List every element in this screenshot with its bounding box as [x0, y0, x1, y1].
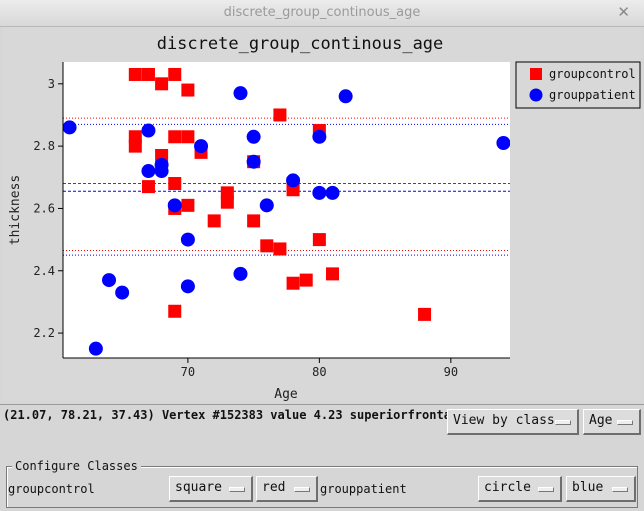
plot-area: discrete_group_continous_age 70 80 90 2.2 2.…	[3, 27, 641, 402]
point-groupcontrol-5[interactable]	[273, 108, 287, 122]
configure-classes-title: Configure Classes	[12, 459, 141, 473]
y-tick-label-3: 3	[48, 77, 55, 91]
view-by-class-label: View by class	[453, 413, 555, 428]
point-groupcontrol-3[interactable]	[155, 77, 169, 91]
point-grouppatient-5[interactable]	[194, 139, 209, 154]
point-grouppatient-12[interactable]	[286, 173, 301, 188]
point-grouppatient-19[interactable]	[115, 285, 130, 300]
data-marks	[63, 67, 510, 356]
legend-label-grouppatient: grouppatient	[549, 88, 636, 102]
point-groupcontrol-20[interactable]	[181, 198, 195, 212]
x-axis-label: Age	[274, 387, 298, 401]
point-groupcontrol-0[interactable]	[128, 67, 142, 81]
x-tick-label-90: 90	[444, 365, 458, 379]
point-grouppatient-3[interactable]	[338, 89, 353, 104]
point-groupcontrol-24[interactable]	[312, 233, 326, 247]
plot-background	[63, 62, 510, 358]
variable-menu[interactable]: Age	[583, 409, 641, 435]
menu-indicator-icon	[617, 420, 633, 425]
point-grouppatient-11[interactable]	[246, 154, 261, 169]
point-groupcontrol-27[interactable]	[326, 267, 340, 281]
groupcontrol-marker-value: square	[175, 480, 222, 495]
point-groupcontrol-25[interactable]	[260, 239, 274, 253]
point-grouppatient-21[interactable]	[180, 279, 195, 294]
variable-label: Age	[589, 413, 613, 428]
class-name-grouppatient: grouppatient	[320, 482, 407, 496]
point-groupcontrol-14[interactable]	[168, 177, 182, 191]
grouppatient-color-value: blue	[572, 480, 604, 495]
groupcontrol-marker-menu[interactable]: square	[169, 476, 253, 502]
menu-indicator-icon	[538, 487, 554, 492]
menu-indicator-icon	[612, 487, 628, 492]
point-grouppatient-18[interactable]	[102, 273, 117, 288]
point-groupcontrol-7[interactable]	[168, 130, 182, 144]
point-groupcontrol-29[interactable]	[299, 273, 313, 287]
point-groupcontrol-22[interactable]	[207, 214, 221, 228]
point-grouppatient-9[interactable]	[141, 164, 156, 179]
point-grouppatient-7[interactable]	[312, 129, 327, 144]
point-grouppatient-20[interactable]	[233, 266, 248, 281]
reference-lines	[63, 117, 510, 256]
class-name-groupcontrol: groupcontrol	[8, 482, 95, 496]
point-groupcontrol-2[interactable]	[168, 67, 182, 81]
legend-circle-icon	[529, 88, 543, 102]
groupcontrol-color-value: red	[262, 480, 286, 495]
point-groupcontrol-4[interactable]	[181, 83, 195, 97]
point-grouppatient-14[interactable]	[325, 185, 340, 200]
separator	[0, 404, 644, 405]
point-grouppatient-0[interactable]	[63, 120, 77, 135]
point-groupcontrol-26[interactable]	[273, 242, 287, 256]
point-groupcontrol-31[interactable]	[418, 307, 432, 321]
point-groupcontrol-1[interactable]	[141, 67, 155, 81]
point-grouppatient-10[interactable]	[154, 164, 169, 179]
configure-classes-frame	[6, 466, 638, 508]
y-axis-label: thickness	[8, 175, 23, 245]
close-icon[interactable]: ✕	[617, 3, 630, 21]
point-groupcontrol-9[interactable]	[128, 139, 142, 153]
legend-square-icon	[530, 68, 542, 80]
y-tick-label-2.2: 2.2	[33, 326, 55, 340]
point-grouppatient-16[interactable]	[259, 198, 274, 213]
menu-indicator-icon	[229, 487, 245, 492]
legend: groupcontrol grouppatient	[515, 61, 641, 109]
point-groupcontrol-23[interactable]	[247, 214, 261, 228]
title-bar: discrete_group_continous_age ✕	[0, 0, 644, 27]
grouppatient-color-menu[interactable]: blue	[566, 476, 636, 502]
point-grouppatient-2[interactable]	[233, 86, 248, 101]
x-tick-label-80: 80	[312, 365, 326, 379]
menu-indicator-icon	[555, 420, 571, 425]
grouppatient-marker-menu[interactable]: circle	[478, 476, 562, 502]
scatter-chart: discrete_group_continous_age 70 80 90 2.2 2.…	[3, 27, 641, 402]
status-text: (21.07, 78.21, 37.43) Vertex #152383 val…	[3, 408, 459, 422]
point-grouppatient-22[interactable]	[88, 341, 103, 356]
point-groupcontrol-30[interactable]	[168, 304, 182, 318]
point-grouppatient-4[interactable]	[496, 136, 510, 151]
point-grouppatient-1[interactable]	[141, 123, 156, 138]
chart-title: discrete_group_continous_age	[157, 34, 444, 54]
point-grouppatient-15[interactable]	[167, 198, 182, 213]
point-grouppatient-17[interactable]	[180, 232, 195, 247]
point-groupcontrol-19[interactable]	[220, 195, 234, 209]
axis-ticks: 70 80 90 2.2 2.4 2.6 2.8 3	[33, 77, 458, 379]
point-grouppatient-13[interactable]	[312, 185, 327, 200]
legend-label-groupcontrol: groupcontrol	[549, 67, 636, 81]
x-tick-label-70: 70	[181, 365, 195, 379]
view-by-class-menu[interactable]: View by class	[447, 409, 579, 435]
grouppatient-marker-value: circle	[484, 480, 531, 495]
point-grouppatient-6[interactable]	[246, 129, 261, 144]
menu-indicator-icon	[294, 487, 310, 492]
y-tick-label-2.4: 2.4	[33, 264, 55, 278]
point-groupcontrol-28[interactable]	[286, 276, 300, 290]
groupcontrol-color-menu[interactable]: red	[256, 476, 318, 502]
y-tick-label-2.8: 2.8	[33, 139, 55, 153]
point-groupcontrol-8[interactable]	[181, 130, 195, 144]
window-title: discrete_group_continous_age	[223, 5, 421, 20]
point-groupcontrol-15[interactable]	[141, 180, 155, 194]
y-tick-label-2.6: 2.6	[33, 201, 55, 215]
